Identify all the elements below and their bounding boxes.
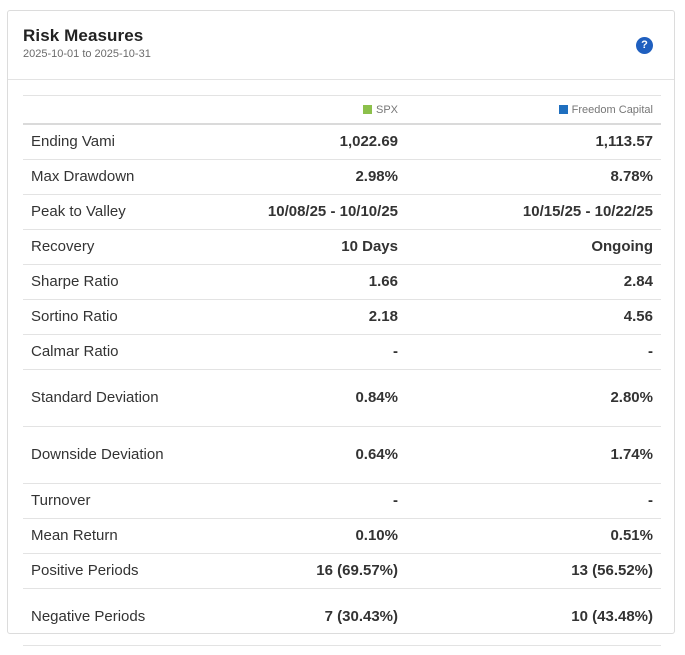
table-row: Negative Periods 7 (30.43%) 10 (43.48%)	[23, 589, 661, 646]
table-body: Ending Vami 1,022.69 1,113.57 Max Drawdo…	[23, 124, 661, 646]
row-label: Sortino Ratio	[31, 308, 118, 325]
freedom-capital-value: 1.74%	[610, 446, 653, 463]
spx-value: 2.18	[368, 308, 398, 325]
spx-value: 16 (69.57%)	[316, 562, 398, 579]
row-label: Max Drawdown	[31, 168, 135, 185]
freedom-capital-value: 4.56	[623, 308, 653, 325]
row-label: Peak to Valley	[31, 203, 126, 220]
freedom-capital-value: -	[648, 492, 653, 509]
table-row: Standard Deviation 0.84% 2.80%	[23, 370, 661, 427]
spx-value: 0.10%	[355, 527, 398, 544]
table-row: Sortino Ratio 2.18 4.56	[23, 300, 661, 335]
spx-value: 1.66	[368, 273, 398, 290]
spx-value: 7 (30.43%)	[324, 608, 398, 625]
table-row: Ending Vami 1,022.69 1,113.57	[23, 124, 661, 160]
row-label: Standard Deviation	[31, 389, 159, 406]
freedom-capital-value: 8.78%	[610, 168, 653, 185]
table-row: Mean Return 0.10% 0.51%	[23, 519, 661, 554]
spx-legend-swatch	[362, 104, 372, 114]
freedom-capital-value: -	[648, 343, 653, 360]
row-label: Ending Vami	[31, 133, 115, 150]
freedom-capital-value: 1,113.57	[595, 133, 653, 150]
table-row: Turnover - -	[23, 484, 661, 519]
table-row: Positive Periods 16 (69.57%) 13 (56.52%)	[23, 554, 661, 589]
row-label: Positive Periods	[31, 562, 139, 579]
spx-value: 0.84%	[355, 389, 398, 406]
row-label: Calmar Ratio	[31, 343, 119, 360]
column-header-label: SPX	[375, 103, 398, 116]
spx-value: -	[393, 343, 398, 360]
freedom-capital-value: 10/15/25 - 10/22/25	[522, 203, 653, 220]
table-row: Peak to Valley 10/08/25 - 10/10/25 10/15…	[23, 195, 661, 230]
freedom-capital-legend-swatch	[558, 104, 568, 114]
freedom-capital-value: 10 (43.48%)	[571, 608, 653, 625]
column-header-label: Freedom Capital	[571, 103, 653, 116]
help-icon[interactable]: ?	[636, 37, 653, 54]
row-label: Turnover	[31, 492, 91, 509]
date-range: 2025-10-01 to 2025-10-31	[23, 48, 151, 60]
row-label: Mean Return	[31, 527, 118, 544]
table-row: Max Drawdown 2.98% 8.78%	[23, 160, 661, 195]
risk-measures-card: Risk Measures 2025-10-01 to 2025-10-31 ?…	[7, 10, 675, 646]
table-row: Recovery 10 Days Ongoing	[23, 230, 661, 265]
spx-value: 10/08/25 - 10/10/25	[267, 203, 398, 220]
row-label: Recovery	[31, 238, 95, 255]
table-row: Sharpe Ratio 1.66 2.84	[23, 265, 661, 300]
column-header-freedom-capital: Freedom Capital	[406, 96, 661, 125]
spx-value: 0.64%	[355, 446, 398, 463]
table-row: Downside Deviation 0.64% 1.74%	[23, 427, 661, 484]
card-header: Risk Measures 2025-10-01 to 2025-10-31 ?	[8, 11, 674, 80]
spx-value: 10 Days	[341, 238, 398, 255]
freedom-capital-value: 2.80%	[610, 389, 653, 406]
risk-table-container: SPX Freedom Capital Ending Vami 1,022.69…	[23, 95, 661, 646]
row-label: Negative Periods	[31, 608, 146, 625]
freedom-capital-value: 0.51%	[610, 527, 653, 544]
row-label: Downside Deviation	[31, 446, 164, 463]
table-header-row: SPX Freedom Capital	[23, 95, 661, 125]
freedom-capital-value: Ongoing	[591, 238, 653, 255]
freedom-capital-value: 13 (56.52%)	[571, 562, 653, 579]
spx-value: -	[393, 492, 398, 509]
table-row: Calmar Ratio - -	[23, 335, 661, 370]
risk-measures-table: SPX Freedom Capital Ending Vami 1,022.69…	[23, 95, 661, 646]
label-column-header	[23, 96, 173, 125]
row-label: Sharpe Ratio	[31, 273, 119, 290]
spx-value: 2.98%	[355, 168, 398, 185]
spx-value: 1,022.69	[339, 133, 398, 150]
card-title: Risk Measures	[23, 26, 144, 45]
column-header-spx: SPX	[173, 96, 406, 125]
freedom-capital-value: 2.84	[623, 273, 653, 290]
